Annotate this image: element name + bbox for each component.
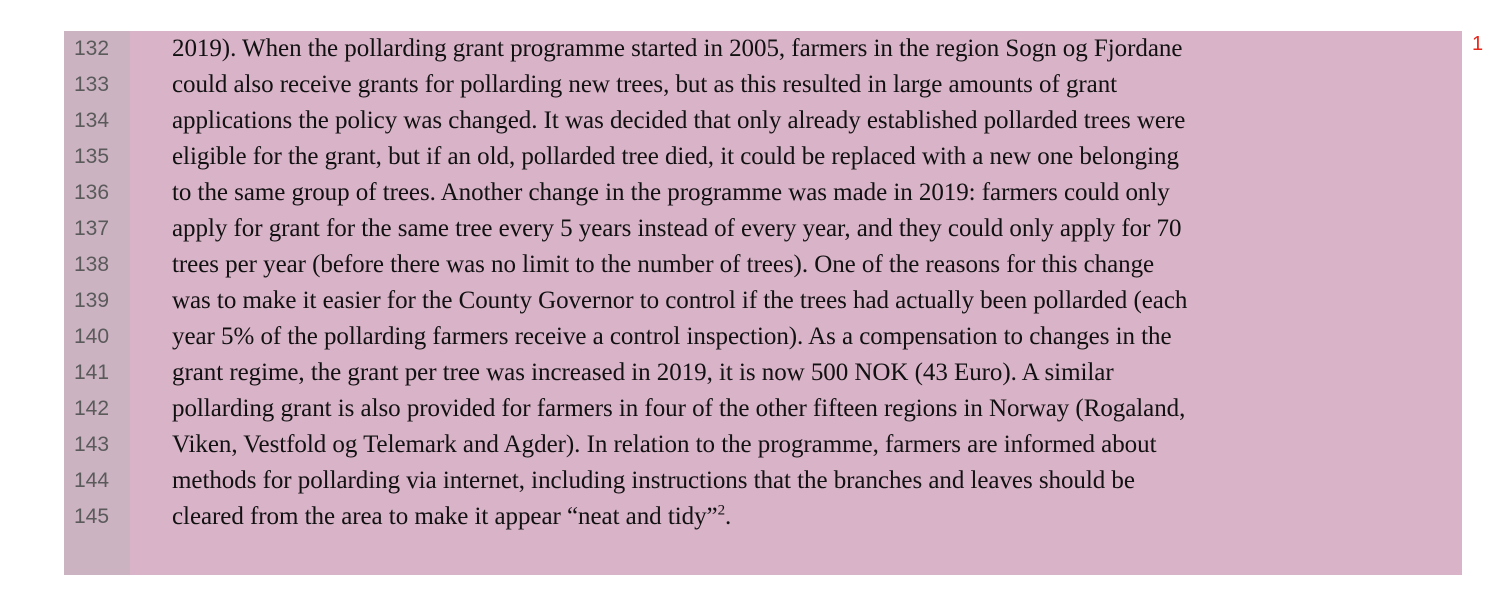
line-number: 143 (74, 433, 110, 456)
line-text[interactable]: applications the policy was changed. It … (172, 107, 1186, 134)
line-number: 145 (74, 505, 110, 528)
line-number: 134 (74, 109, 110, 132)
line-number-gutter (64, 31, 130, 575)
line-number: 141 (74, 361, 110, 384)
line-text[interactable]: trees per year (before there was no limi… (172, 251, 1155, 278)
line-text[interactable]: methods for pollarding via internet, inc… (172, 467, 1135, 494)
line-text[interactable]: could also receive grants for pollarding… (172, 71, 1118, 98)
line-number: 142 (74, 397, 110, 420)
line-end-period: . (725, 503, 732, 530)
comment-marker[interactable]: 1 (1472, 33, 1484, 55)
selection-highlight (64, 31, 1462, 575)
line-text[interactable]: apply for grant for the same tree every … (172, 215, 1182, 242)
line-number: 137 (74, 217, 110, 240)
line-text[interactable]: to the same group of trees. Another chan… (172, 179, 1170, 206)
line-number: 135 (74, 145, 110, 168)
line-text[interactable]: year 5% of the pollarding farmers receiv… (172, 323, 1172, 350)
line-number: 138 (74, 253, 110, 276)
line-number: 139 (74, 289, 110, 312)
line-text: cleared from the area to make it appear … (172, 503, 718, 530)
line-number: 133 (74, 73, 110, 96)
footnote-reference[interactable]: 2 (717, 502, 726, 519)
line-number: 140 (74, 325, 110, 348)
line-text[interactable]: pollarding grant is also provided for fa… (172, 395, 1186, 422)
line-number: 144 (74, 469, 110, 492)
line-text[interactable]: grant regime, the grant per tree was inc… (172, 359, 1114, 386)
line-number: 136 (74, 181, 110, 204)
line-text-last[interactable]: cleared from the area to make it appear … (172, 499, 731, 535)
line-text[interactable]: 2019). When the pollarding grant program… (172, 35, 1183, 62)
line-text[interactable]: was to make it easier for the County Gov… (172, 287, 1188, 314)
line-number: 132 (74, 37, 110, 60)
line-text[interactable]: eligible for the grant, but if an old, p… (172, 143, 1179, 170)
line-text[interactable]: Viken, Vestfold og Telemark and Agder). … (172, 431, 1157, 458)
